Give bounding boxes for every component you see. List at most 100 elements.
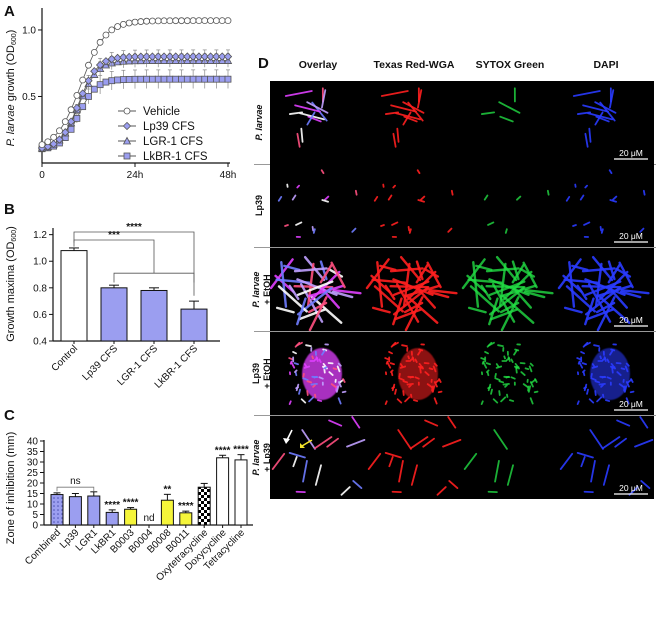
bacterium (321, 349, 326, 356)
bacterium (308, 296, 328, 332)
data-point (131, 18, 139, 26)
bacterium (623, 385, 628, 393)
bacterium (442, 438, 462, 448)
bacterium (328, 371, 334, 376)
bacterium (417, 349, 422, 356)
data-point (50, 133, 58, 141)
bacterium (335, 385, 340, 393)
micrograph-background (366, 81, 462, 164)
bacterium (625, 397, 630, 405)
bacterium (480, 357, 486, 361)
bacterium (596, 296, 616, 332)
bacterium (594, 101, 617, 114)
bacterium (620, 367, 626, 371)
bacterium (630, 378, 634, 383)
bacterium (300, 398, 307, 404)
bacterium (483, 194, 489, 201)
data-point (201, 75, 209, 83)
bacterium (317, 399, 323, 402)
micrograph-cell (270, 164, 366, 247)
row-label: P. larvae (254, 105, 264, 141)
bacterium (433, 362, 438, 367)
micrograph-background (462, 164, 558, 247)
bacterium (480, 111, 496, 115)
bacterium (295, 221, 303, 226)
data-point (102, 31, 110, 39)
bar-b0003 (124, 508, 138, 526)
bacterium (337, 381, 342, 388)
micrograph-background (270, 164, 366, 247)
bacterium (504, 228, 508, 234)
panel-b-y-tick-label: 0.8 (33, 283, 47, 294)
panel-c-y-tick-label: 20 (27, 479, 39, 490)
panel-b-x-tick-label: LkBR-1 CFS (153, 343, 201, 391)
bacterium (414, 358, 418, 363)
bacterium (391, 383, 396, 392)
bacterium (296, 184, 300, 189)
bacterium (302, 460, 308, 483)
data-point (131, 75, 139, 83)
data-point (55, 135, 64, 144)
significance-label: **** (123, 498, 139, 509)
bacterium (513, 349, 518, 356)
bacterium (406, 382, 414, 386)
bacterium (492, 398, 499, 404)
bacterium (499, 115, 514, 123)
panel-c-y-label: Zone of inhibition (mm) (5, 432, 17, 545)
bacterium (447, 416, 457, 429)
panel-b-x-tick-label: Lp39 CFS (81, 343, 121, 383)
bacterium (399, 363, 404, 368)
data-point (189, 17, 197, 25)
bacterium (620, 289, 650, 295)
bacterium (313, 436, 333, 450)
bacterium (487, 383, 492, 392)
data-point (96, 81, 104, 89)
bacterium (423, 267, 440, 278)
bacterium (337, 362, 342, 367)
data-point (67, 106, 75, 114)
data-point (119, 53, 128, 62)
panel-b-y-tick-label: 1.0 (33, 257, 47, 268)
micrograph-cell (270, 416, 366, 499)
bacterium (624, 365, 629, 373)
legend-marker (123, 152, 131, 160)
bacterium (606, 376, 612, 380)
bacterium (312, 228, 316, 234)
bacterium (277, 196, 283, 202)
micrograph-cell: 20 μM (558, 81, 654, 164)
bacterium (529, 362, 534, 367)
bacterium (484, 350, 489, 355)
bacterium (398, 373, 401, 378)
panel-c-x-tick-label: Combined (23, 527, 63, 567)
zone-of-inhibition-chart: Zone of inhibition (mm) 0510152025303540… (5, 432, 253, 583)
significance-label: *** (108, 230, 120, 241)
data-point (79, 76, 87, 84)
bacterium (640, 480, 651, 490)
bacterium (524, 367, 530, 371)
bacterium (298, 388, 301, 395)
micrograph-cell (366, 81, 462, 164)
bacterium (380, 90, 409, 97)
bacterium (448, 480, 459, 490)
bacterium (384, 452, 402, 459)
micrograph-cell: 20 μM (558, 416, 654, 499)
column-header: SYTOX Green (476, 59, 545, 71)
panel-a-x-tick-label: 24h (127, 170, 144, 181)
data-point (137, 75, 145, 83)
micrograph-cell (365, 248, 462, 332)
legend-label: Lp39 CFS (143, 121, 195, 133)
bacterium (303, 365, 311, 369)
bacterium (572, 224, 577, 227)
bacterium (313, 357, 319, 361)
bacterium (341, 390, 347, 394)
legend-label: LkBR-1 CFS (143, 151, 208, 163)
bacterium (402, 380, 409, 384)
bacterium (600, 228, 604, 234)
micrograph-background (558, 248, 654, 331)
bacterium (312, 384, 316, 388)
bacterium (639, 416, 649, 429)
bacterium (529, 381, 534, 388)
bacterium (294, 371, 298, 377)
bacterium (591, 365, 599, 369)
bacterium (401, 344, 408, 348)
